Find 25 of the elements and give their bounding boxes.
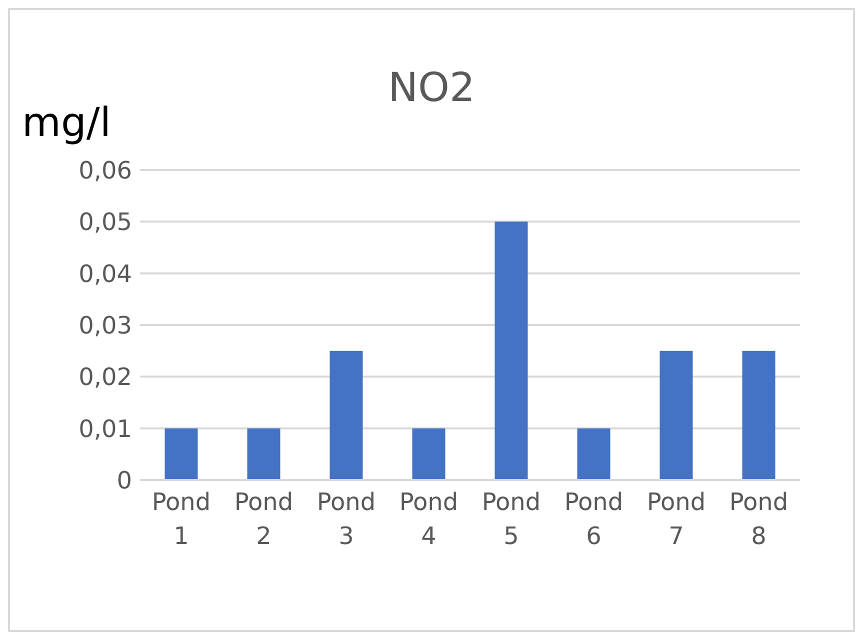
x-tick-label: Pond 8: [729, 488, 788, 550]
bar: [742, 350, 776, 480]
bar: [660, 350, 693, 480]
bar: [330, 350, 363, 480]
chart-title: NO2: [388, 65, 475, 111]
y-tick-label: 0,01: [78, 414, 132, 443]
x-tick-label: Pond 4: [399, 488, 458, 550]
y-tick-label: 0,04: [78, 260, 132, 288]
y-tick-label: 0: [116, 466, 132, 495]
x-tick-label: Pond 3: [316, 488, 376, 550]
y-axis-title: mg/l: [22, 100, 111, 146]
bar: [247, 428, 280, 480]
x-tick-label: Pond 2: [234, 488, 294, 550]
bar: [494, 222, 528, 480]
y-tick-label: 0,03: [78, 312, 132, 340]
y-tick-label: 0,05: [78, 208, 132, 236]
bar: [412, 428, 446, 480]
bar: [577, 428, 610, 480]
x-tick-label: Pond 6: [564, 488, 624, 550]
y-tick-label: 0,06: [78, 156, 132, 185]
bar: [164, 428, 198, 480]
x-tick-label: Pond 7: [646, 488, 706, 550]
y-tick-label: 0,02: [78, 363, 132, 392]
x-tick-label: Pond 1: [152, 488, 211, 550]
x-tick-label: Pond 5: [482, 488, 541, 550]
